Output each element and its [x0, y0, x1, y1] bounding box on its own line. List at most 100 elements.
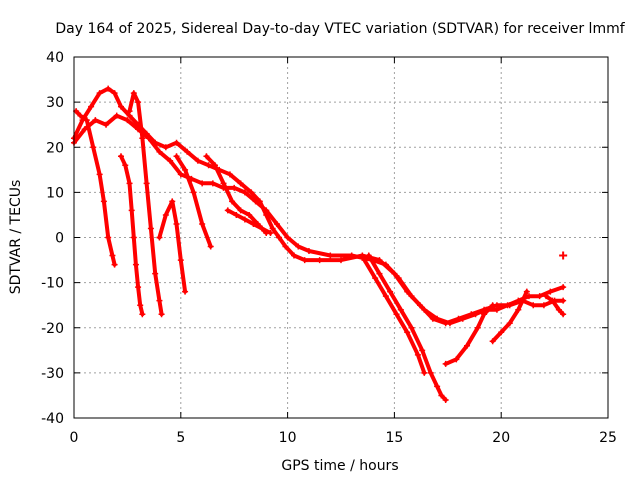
data-point: [211, 162, 218, 169]
data-point: [498, 329, 505, 336]
data-point: [135, 99, 142, 106]
data-point: [143, 180, 150, 187]
data-point: [92, 117, 99, 124]
data-point: [184, 148, 191, 155]
data-point: [156, 234, 163, 241]
data-point: [504, 302, 511, 309]
y-tick-label: 0: [55, 231, 64, 247]
data-point: [173, 220, 180, 227]
data-point: [474, 324, 481, 331]
series-line: [490, 289, 529, 344]
data-point: [130, 90, 137, 97]
data-point: [393, 311, 400, 318]
data-point: [205, 162, 212, 169]
series-trace-5: [126, 90, 165, 318]
y-tick-label: -40: [41, 411, 64, 427]
plot-area: [71, 85, 568, 403]
data-point: [348, 252, 355, 259]
data-point: [489, 302, 496, 309]
data-point: [408, 324, 415, 331]
data-point: [105, 234, 112, 241]
data-point: [434, 383, 441, 390]
data-point: [404, 329, 411, 336]
data-point: [162, 211, 169, 218]
series-trace-2: [71, 112, 567, 327]
series-trace-4: [117, 153, 146, 318]
data-point: [372, 275, 379, 282]
data-point: [446, 320, 453, 327]
data-point: [152, 270, 159, 277]
data-point: [442, 396, 449, 403]
data-point: [177, 171, 184, 178]
outlier-point: [559, 251, 568, 260]
data-point: [506, 320, 513, 327]
data-point: [111, 90, 118, 97]
series-trace-12: [442, 302, 496, 367]
data-point: [105, 85, 112, 92]
y-axis-label: SDTVAR / TECUs: [8, 180, 24, 295]
data-point: [203, 153, 210, 160]
data-point: [472, 311, 479, 318]
series-trace-9: [224, 207, 274, 236]
y-tick-label: -10: [41, 276, 64, 292]
data-point: [301, 257, 308, 264]
data-point: [284, 234, 291, 241]
series-trace-10: [365, 252, 449, 403]
data-point: [459, 315, 466, 322]
data-point: [453, 356, 460, 363]
data-point: [560, 297, 567, 304]
y-tick-label: 40: [46, 50, 64, 66]
data-point: [464, 342, 471, 349]
x-tick-label: 5: [176, 430, 185, 446]
series-trace-8: [203, 153, 270, 236]
data-point: [224, 207, 231, 214]
data-point: [130, 234, 137, 241]
chart-title: Day 164 of 2025, Sidereal Day-to-day VTE…: [55, 21, 625, 37]
data-point: [167, 157, 174, 164]
data-point: [414, 351, 421, 358]
data-point: [361, 257, 368, 264]
data-point: [241, 189, 248, 196]
data-point: [173, 139, 180, 146]
data-point: [543, 293, 550, 300]
data-point: [132, 261, 139, 268]
y-tick-label: 10: [46, 185, 64, 201]
data-point: [145, 135, 152, 142]
data-point: [109, 252, 116, 259]
data-point: [489, 338, 496, 345]
data-point: [493, 306, 500, 313]
data-point: [365, 252, 372, 259]
series-line: [157, 199, 188, 294]
data-point: [90, 144, 97, 151]
series-line: [174, 154, 213, 249]
data-point: [269, 225, 276, 232]
data-point: [523, 288, 530, 295]
data-point: [83, 117, 90, 124]
series-line: [366, 253, 448, 402]
data-point: [395, 275, 402, 282]
data-point: [382, 261, 389, 268]
axis-ticks: [73, 56, 609, 419]
data-point: [182, 166, 189, 173]
data-point: [126, 108, 133, 115]
data-point: [117, 103, 124, 110]
series-trace-3: [73, 108, 118, 268]
data-point: [229, 198, 236, 205]
data-point: [421, 369, 428, 376]
data-point: [122, 162, 129, 169]
data-point: [252, 198, 259, 205]
data-point: [549, 297, 556, 304]
x-tick-label: 0: [70, 430, 79, 446]
data-point: [128, 207, 135, 214]
data-point: [282, 243, 289, 250]
data-point: [305, 248, 312, 255]
data-point: [96, 90, 103, 97]
data-point: [226, 171, 233, 178]
series-trace-1: [71, 85, 567, 327]
data-point: [194, 157, 201, 164]
data-point: [199, 220, 206, 227]
data-point: [295, 243, 302, 250]
data-point: [113, 112, 120, 119]
x-axis-label: GPS time / hours: [281, 458, 398, 474]
